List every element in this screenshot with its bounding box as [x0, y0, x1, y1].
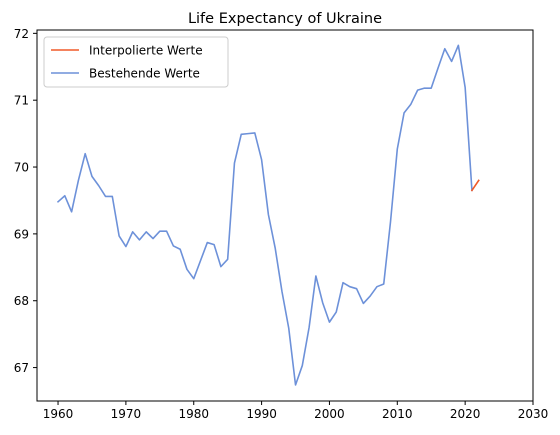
y-tick-label: 67: [14, 361, 29, 375]
x-tick-label: 1980: [178, 407, 209, 421]
plot-area: [36, 29, 534, 402]
series-line-interpolierte-werte: [470, 179, 480, 192]
y-tick-label: 68: [14, 294, 29, 308]
x-tick-label: 1970: [111, 407, 142, 421]
x-tick-label: 1990: [246, 407, 277, 421]
y-tick-label: 71: [14, 94, 29, 108]
legend-label-bestehende-werte: Bestehende Werte: [89, 67, 200, 81]
x-axis: 1960 1970 1980 1990 2000 2010 2020 2030: [43, 401, 549, 421]
series-layer: [56, 44, 480, 386]
y-tick-label: 72: [14, 27, 29, 41]
x-tick-label: 2030: [518, 407, 549, 421]
y-tick-label: 69: [14, 227, 29, 241]
legend-box: [43, 36, 229, 88]
x-tick-label: 2000: [314, 407, 345, 421]
legend: Interpolierte Werte Bestehende Werte: [43, 36, 229, 88]
y-axis: 67 68 69 70 71 72: [14, 27, 37, 375]
x-tick-label: 2010: [382, 407, 413, 421]
y-tick-label: 70: [14, 161, 29, 175]
series-line-bestehende-werte: [56, 44, 473, 386]
x-tick-label: 2020: [450, 407, 481, 421]
plot-frame: [36, 29, 534, 402]
legend-label-interpolierte-werte: Interpolierte Werte: [89, 44, 203, 58]
chart-title: Life Expectancy of Ukraine: [188, 11, 382, 27]
x-tick-label: 1960: [43, 407, 74, 421]
